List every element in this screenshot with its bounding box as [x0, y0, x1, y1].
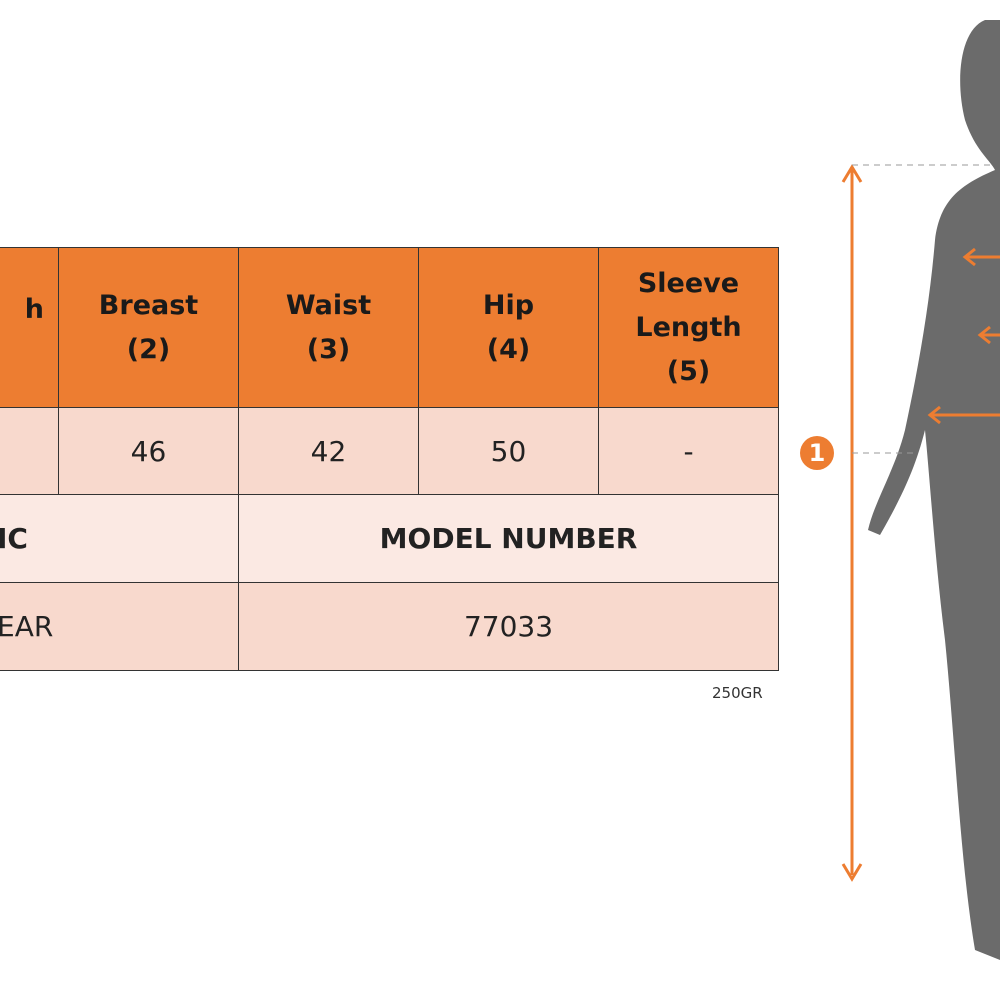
label-fabric: IC	[0, 494, 239, 583]
header-waist: Waist (3)	[238, 247, 419, 408]
value-model-number: 77033	[238, 582, 779, 671]
cell-value: 77033	[463, 610, 554, 643]
value-fabric: EAR	[0, 582, 239, 671]
header-hip: Hip (4)	[418, 247, 599, 408]
header-label: Waist (3)	[285, 289, 372, 365]
waist-arrow-icon	[977, 325, 1000, 345]
cell-value: 42	[310, 434, 347, 468]
header-length: h	[0, 247, 59, 408]
value-hip: 50	[418, 407, 599, 495]
header-breast: Breast (2)	[58, 247, 239, 408]
cell-value: 46	[130, 434, 167, 468]
cell-value: 50	[490, 434, 527, 468]
label-model-number: MODEL NUMBER	[238, 494, 779, 583]
header-sleeve-length: Sleeve Length (5)	[598, 247, 779, 408]
cell-label: MODEL NUMBER	[379, 522, 638, 555]
hip-arrow-icon	[927, 405, 1000, 425]
arrow-up-icon	[841, 164, 863, 183]
header-label: Breast (2)	[98, 289, 199, 365]
marker-1: 1	[800, 436, 834, 470]
cell-value: EAR	[0, 610, 54, 643]
header-label: h	[24, 294, 44, 325]
cell-value: -	[683, 434, 694, 468]
cell-label: IC	[0, 522, 28, 555]
value-waist: 42	[238, 407, 419, 495]
header-label: Hip (4)	[482, 289, 535, 365]
arrow-down-icon	[841, 863, 863, 882]
weight-label: 250GR	[712, 684, 763, 702]
header-label: Sleeve Length (5)	[635, 267, 742, 387]
silhouette	[868, 20, 1000, 960]
breast-arrow-icon	[962, 247, 1000, 267]
value-breast: 46	[58, 407, 239, 495]
value-sleeve-length: -	[598, 407, 779, 495]
